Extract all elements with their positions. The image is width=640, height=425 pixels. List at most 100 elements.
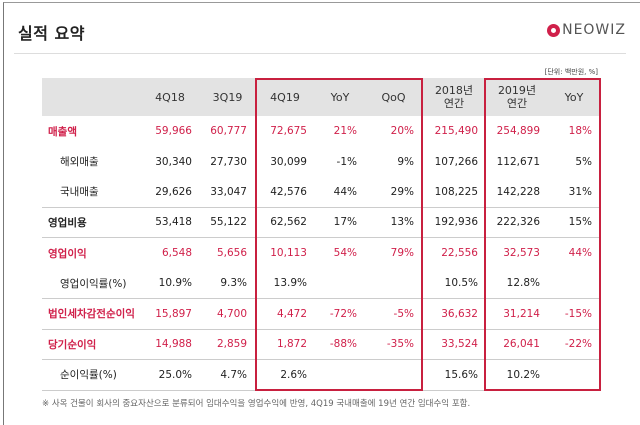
table-header: 4Q18 3Q19 4Q19 YoY QoQ 2018년 연간 2019년 연간 YoY — [42, 78, 600, 116]
summary-table: 4Q18 3Q19 4Q19 YoY QoQ 2018년 연간 2019년 연간 YoY 매출… — [42, 78, 600, 391]
logo-text: NEOWIZ — [562, 22, 626, 38]
table-cell: 4,472 — [276, 307, 307, 320]
table-cell: 60,777 — [210, 125, 247, 138]
table-cell: 30,340 — [155, 155, 192, 168]
table-cell: 12.8% — [506, 277, 540, 290]
row-label: 순이익률(%) — [60, 369, 117, 382]
footnote: ※ 사옥 건물이 회사의 중요자산으로 분류되어 임대수익을 영업수익에 반영,… — [42, 399, 471, 409]
table-cell: 192,936 — [434, 216, 478, 229]
table-cell: 107,266 — [434, 155, 478, 168]
table-row: 해외매출 30,340 27,730 30,099 -1% 9% 107,266 112,67… — [42, 147, 600, 178]
table-row: 매출액 59,966 60,777 72,675 21% 20% 215,490 254,89… — [42, 116, 600, 147]
table-cell: 254,899 — [496, 125, 540, 138]
table-cell: 22,556 — [441, 247, 478, 260]
table-cell: 54% — [333, 247, 357, 260]
table-cell: 42,576 — [270, 185, 307, 198]
table-cell: 15% — [568, 216, 592, 229]
title-divider — [14, 53, 626, 54]
highlight-box-2019 — [484, 78, 601, 391]
table-cell: 10.2% — [506, 368, 540, 381]
table-cell: 13% — [390, 216, 414, 229]
table-cell: 44% — [333, 185, 357, 198]
table-cell: 14,988 — [155, 338, 192, 351]
table-cell: 18% — [568, 125, 592, 138]
table-cell: 30,099 — [270, 155, 307, 168]
row-label: 법인세차감전순이익 — [48, 308, 135, 321]
column-header: YoY — [564, 90, 584, 104]
slide-frame — [3, 2, 640, 425]
column-header: 4Q18 — [155, 90, 185, 104]
table-cell: 29,626 — [155, 185, 192, 198]
neowiz-logo: NEOWIZ — [547, 22, 626, 38]
table-cell: 10.5% — [444, 277, 478, 290]
table-cell: 10.9% — [158, 277, 192, 290]
table-cell: 5,656 — [216, 247, 247, 260]
table-cell: 17% — [333, 216, 357, 229]
table-cell: 27,730 — [210, 155, 247, 168]
table-cell: 36,632 — [441, 307, 478, 320]
table-cell: 15.6% — [444, 368, 478, 381]
table-cell: 215,490 — [434, 125, 478, 138]
table-row: 국내매출 29,626 33,047 42,576 44% 29% 108,225 142,2… — [42, 177, 600, 208]
column-header: QoQ — [381, 90, 406, 104]
table-cell: 6,548 — [161, 247, 192, 260]
table-cell: 4,700 — [216, 307, 247, 320]
table-cell: 26,041 — [503, 338, 540, 351]
table-row: 법인세차감전순이익 15,897 4,700 4,472 -72% -5% 36,632 31… — [42, 299, 600, 330]
table-cell: 2.6% — [280, 368, 307, 381]
table-cell: 21% — [333, 125, 357, 138]
table-cell: -5% — [393, 307, 414, 320]
table-cell: -15% — [564, 307, 592, 320]
table-row: 영업비용 53,418 55,122 62,562 17% 13% 192,936 222,3… — [42, 208, 600, 238]
column-header: 3Q19 — [212, 90, 243, 104]
table-cell: 25.0% — [158, 368, 192, 381]
table-cell: 59,966 — [155, 125, 192, 138]
table-cell: 13.9% — [273, 277, 307, 290]
column-header: 2019년 연간 — [497, 84, 537, 110]
table-cell: -88% — [329, 338, 357, 351]
table-cell: -1% — [336, 155, 357, 168]
table-cell: 5% — [575, 155, 592, 168]
row-label: 당기순이익 — [48, 338, 97, 351]
table-cell: 31,214 — [503, 307, 540, 320]
table-cell: 10,113 — [270, 247, 307, 260]
table-cell: 20% — [390, 125, 414, 138]
unit-note: [단위: 백만원, %] — [544, 68, 598, 76]
row-label: 국내매출 — [60, 186, 99, 199]
row-label: 영업비용 — [48, 216, 87, 229]
table-cell: 142,228 — [496, 185, 540, 198]
table-cell: 222,326 — [496, 216, 540, 229]
table-row: 당기순이익 14,988 2,859 1,872 -88% -35% 33,524 26,04… — [42, 330, 600, 360]
table-cell: 9.3% — [220, 277, 247, 290]
table-cell: 2,859 — [216, 338, 247, 351]
column-header: YoY — [330, 90, 350, 104]
column-header — [42, 78, 140, 116]
table-cell: 1,872 — [276, 338, 307, 351]
table-cell: 53,418 — [155, 216, 192, 229]
highlight-box-4q19 — [255, 78, 423, 391]
table-cell: 72,675 — [270, 125, 307, 138]
column-header: 2018년 연간 — [434, 84, 474, 110]
table-cell: 62,562 — [270, 216, 307, 229]
table-cell: 79% — [390, 247, 414, 260]
table-cell: 112,671 — [496, 155, 540, 168]
table-cell: 29% — [390, 185, 414, 198]
row-label: 영업이익 — [48, 247, 87, 260]
row-label: 매출액 — [48, 125, 77, 138]
table-cell: 33,047 — [210, 185, 247, 198]
row-label: 해외매출 — [60, 156, 99, 169]
table-cell: 33,524 — [441, 338, 478, 351]
table-cell: 31% — [568, 185, 592, 198]
page-title: 실적 요약 — [18, 24, 85, 43]
table-cell: -72% — [329, 307, 357, 320]
table-cell: -22% — [564, 338, 592, 351]
table-row: 영업이익률(%) 10.9% 9.3% 13.9% 10.5% 12.8% — [42, 269, 600, 299]
table-cell: 44% — [568, 247, 592, 260]
row-label: 영업이익률(%) — [60, 277, 127, 290]
table-cell: 55,122 — [210, 216, 247, 229]
table-cell: 15,897 — [155, 307, 192, 320]
table-cell: 32,573 — [503, 247, 540, 260]
logo-flower-icon — [547, 23, 561, 37]
table-cell: 9% — [397, 155, 414, 168]
column-header: 4Q19 — [270, 90, 300, 104]
